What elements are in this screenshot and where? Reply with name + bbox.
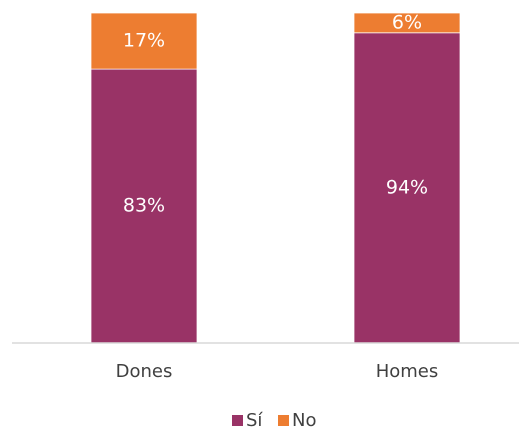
bar-homes-no bbox=[353, 12, 461, 34]
category-label-dones: Dones bbox=[116, 361, 173, 382]
legend-label-si: Sí bbox=[246, 410, 263, 430]
data-label-homes-no: 6% bbox=[392, 11, 422, 33]
legend-swatch-no bbox=[278, 415, 289, 426]
plot-area: 83% 17% 94% 6% bbox=[90, 11, 461, 344]
bar-dones-no bbox=[90, 12, 198, 70]
data-label-dones-si: 83% bbox=[123, 195, 165, 217]
category-axis-labels: Dones Homes bbox=[116, 361, 439, 382]
legend-swatch-si bbox=[232, 415, 243, 426]
data-label-homes-si: 94% bbox=[386, 176, 428, 198]
legend: Sí No bbox=[232, 410, 316, 430]
legend-label-no: No bbox=[292, 410, 316, 430]
bar-dones-si bbox=[90, 68, 198, 344]
data-label-dones-no: 17% bbox=[123, 30, 165, 52]
category-label-homes: Homes bbox=[376, 361, 439, 382]
